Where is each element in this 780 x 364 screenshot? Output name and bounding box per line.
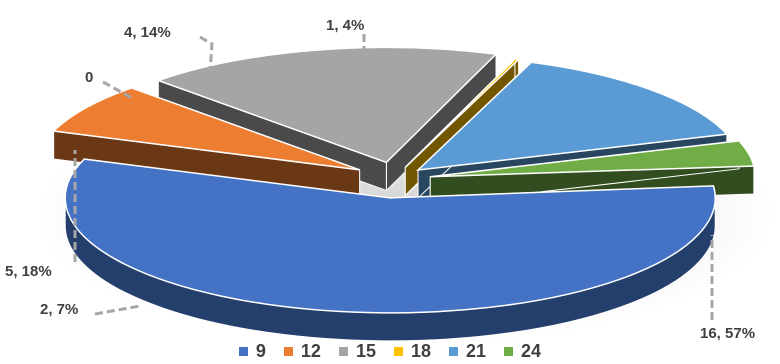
leader-line-21	[199, 35, 214, 73]
legend-label-18: 18	[410, 341, 432, 361]
legend-item-9: 9	[238, 341, 266, 362]
leader-line-18	[102, 80, 133, 100]
pie-slice-top-24	[430, 140, 755, 178]
legend-swatch-15	[338, 347, 348, 356]
legend-item-12: 12	[283, 341, 321, 362]
pie-slice-top-12	[52, 87, 360, 171]
legend-label-15: 15	[355, 341, 376, 361]
legend-item-24: 24	[504, 341, 541, 362]
legend-item-18: 18	[393, 341, 432, 362]
data-label-15: 5, 18%	[5, 263, 52, 280]
pie-slice-top-18	[404, 58, 521, 168]
legend: 9 12 15 18 21 24	[0, 341, 780, 362]
data-label-12: 2, 7%	[40, 301, 78, 318]
leader-line-12	[94, 304, 141, 316]
pie-slice-top-9	[64, 158, 716, 314]
legend-swatch-9	[238, 347, 248, 356]
pie-slice-9	[64, 158, 716, 342]
legend-swatch-21	[449, 347, 459, 356]
data-label-24: 1, 4%	[326, 17, 364, 34]
data-label-9: 16, 57%	[700, 325, 755, 342]
legend-swatch-24	[504, 347, 514, 356]
legend-label-9: 9	[255, 341, 266, 361]
legend-item-21: 21	[449, 341, 486, 362]
data-label-18: 0	[85, 69, 93, 86]
legend-label-12: 12	[300, 341, 321, 361]
pie-slice-top-21	[415, 61, 729, 172]
legend-item-15: 15	[338, 341, 376, 362]
data-label-21: 4, 14%	[124, 24, 171, 41]
pie-slice-12	[52, 87, 361, 199]
legend-label-21: 21	[466, 341, 487, 361]
legend-swatch-12	[283, 347, 293, 356]
legend-label-24: 24	[521, 341, 542, 361]
legend-swatch-18	[393, 347, 403, 356]
pie-slice-top-15	[156, 46, 498, 164]
